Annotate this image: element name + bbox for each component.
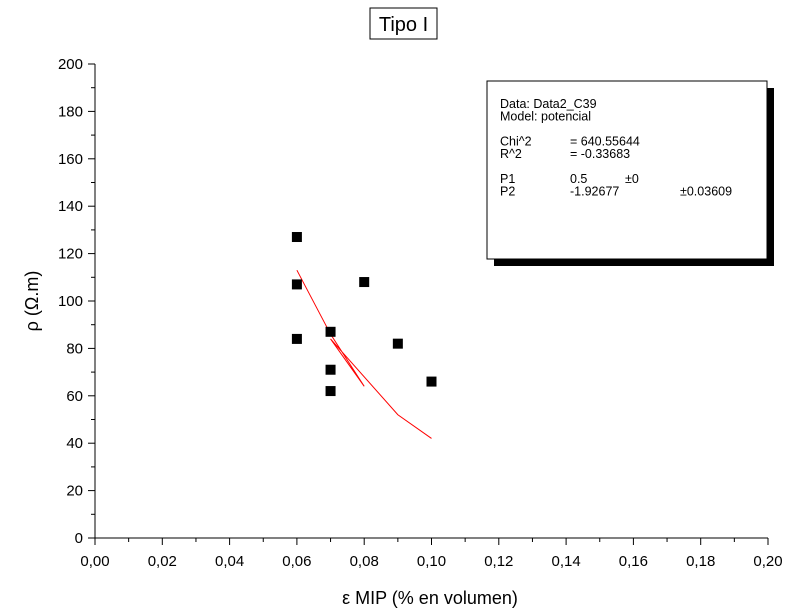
x-axis-ticks: 0,00 0,02 0,04 0,06 0,08 0,10 0,12 0,14 0,16 0,18…: [80, 538, 783, 570]
x-tick-label: 0,18: [686, 553, 715, 570]
x-tick-label: 0,06: [282, 553, 311, 570]
y-tick-label: 60: [66, 388, 83, 405]
x-tick-label: 0,16: [619, 553, 648, 570]
y-tick-label: 100: [58, 293, 83, 310]
fit-box-label: R^2: [500, 147, 522, 161]
x-axis-title: ε MIP (% en volumen): [342, 588, 518, 608]
y-tick-label: 160: [58, 151, 83, 168]
data-point: [291, 279, 302, 290]
data-point: [325, 386, 336, 397]
x-tick-label: 0,00: [80, 553, 109, 570]
chart-title-group: Tipo I: [369, 7, 438, 40]
y-tick-label: 140: [58, 198, 83, 215]
x-tick-label: 0,02: [148, 553, 177, 570]
y-axis-title: ρ (Ω.m): [22, 271, 42, 332]
y-tick-label: 40: [66, 435, 83, 452]
y-tick-label: 180: [58, 103, 83, 120]
fit-box-label: Chi^2: [500, 135, 532, 149]
data-point: [392, 338, 403, 349]
data-point: [325, 326, 336, 337]
fit-box-label: Model: potencial: [500, 110, 591, 124]
chart-title: Tipo I: [379, 14, 428, 36]
fit-box-error: ±0.03609: [680, 185, 732, 199]
x-tick-label: 0,12: [484, 553, 513, 570]
x-tick-label: 0,10: [417, 553, 446, 570]
x-tick-label: 0,08: [350, 553, 379, 570]
data-point: [291, 333, 302, 344]
chart-title-frame: [369, 7, 438, 40]
fit-box-label: P2: [500, 185, 515, 199]
data-point: [359, 277, 370, 288]
y-tick-label: 80: [66, 340, 83, 357]
data-points: [291, 232, 437, 397]
y-tick-label: 200: [58, 56, 83, 73]
fit-box-value: = 640.55644: [570, 135, 640, 149]
y-tick-label: 20: [66, 483, 83, 500]
fit-box-value: = -0.33683: [570, 147, 630, 161]
data-point: [426, 376, 437, 387]
fit-box-label: Data: Data2_C39: [500, 97, 597, 111]
data-point: [325, 364, 336, 375]
y-tick-label: 120: [58, 246, 83, 263]
x-tick-label: 0,20: [753, 553, 782, 570]
fit-box-label: P1: [500, 172, 515, 186]
y-axis-ticks: 0 20 40 60 80 100 120 140 160 180 200: [58, 56, 95, 547]
x-tick-label: 0,04: [215, 553, 244, 570]
data-point: [291, 232, 302, 243]
fit-box-value: -1.92677: [570, 185, 619, 199]
fit-box-error: ±0: [625, 172, 639, 186]
fit-box-value: 0.5: [570, 172, 587, 186]
y-tick-label: 0: [75, 530, 83, 547]
x-tick-label: 0,14: [551, 553, 580, 570]
fit-box-frame: [486, 80, 768, 260]
fit-curve-line: [296, 269, 432, 439]
